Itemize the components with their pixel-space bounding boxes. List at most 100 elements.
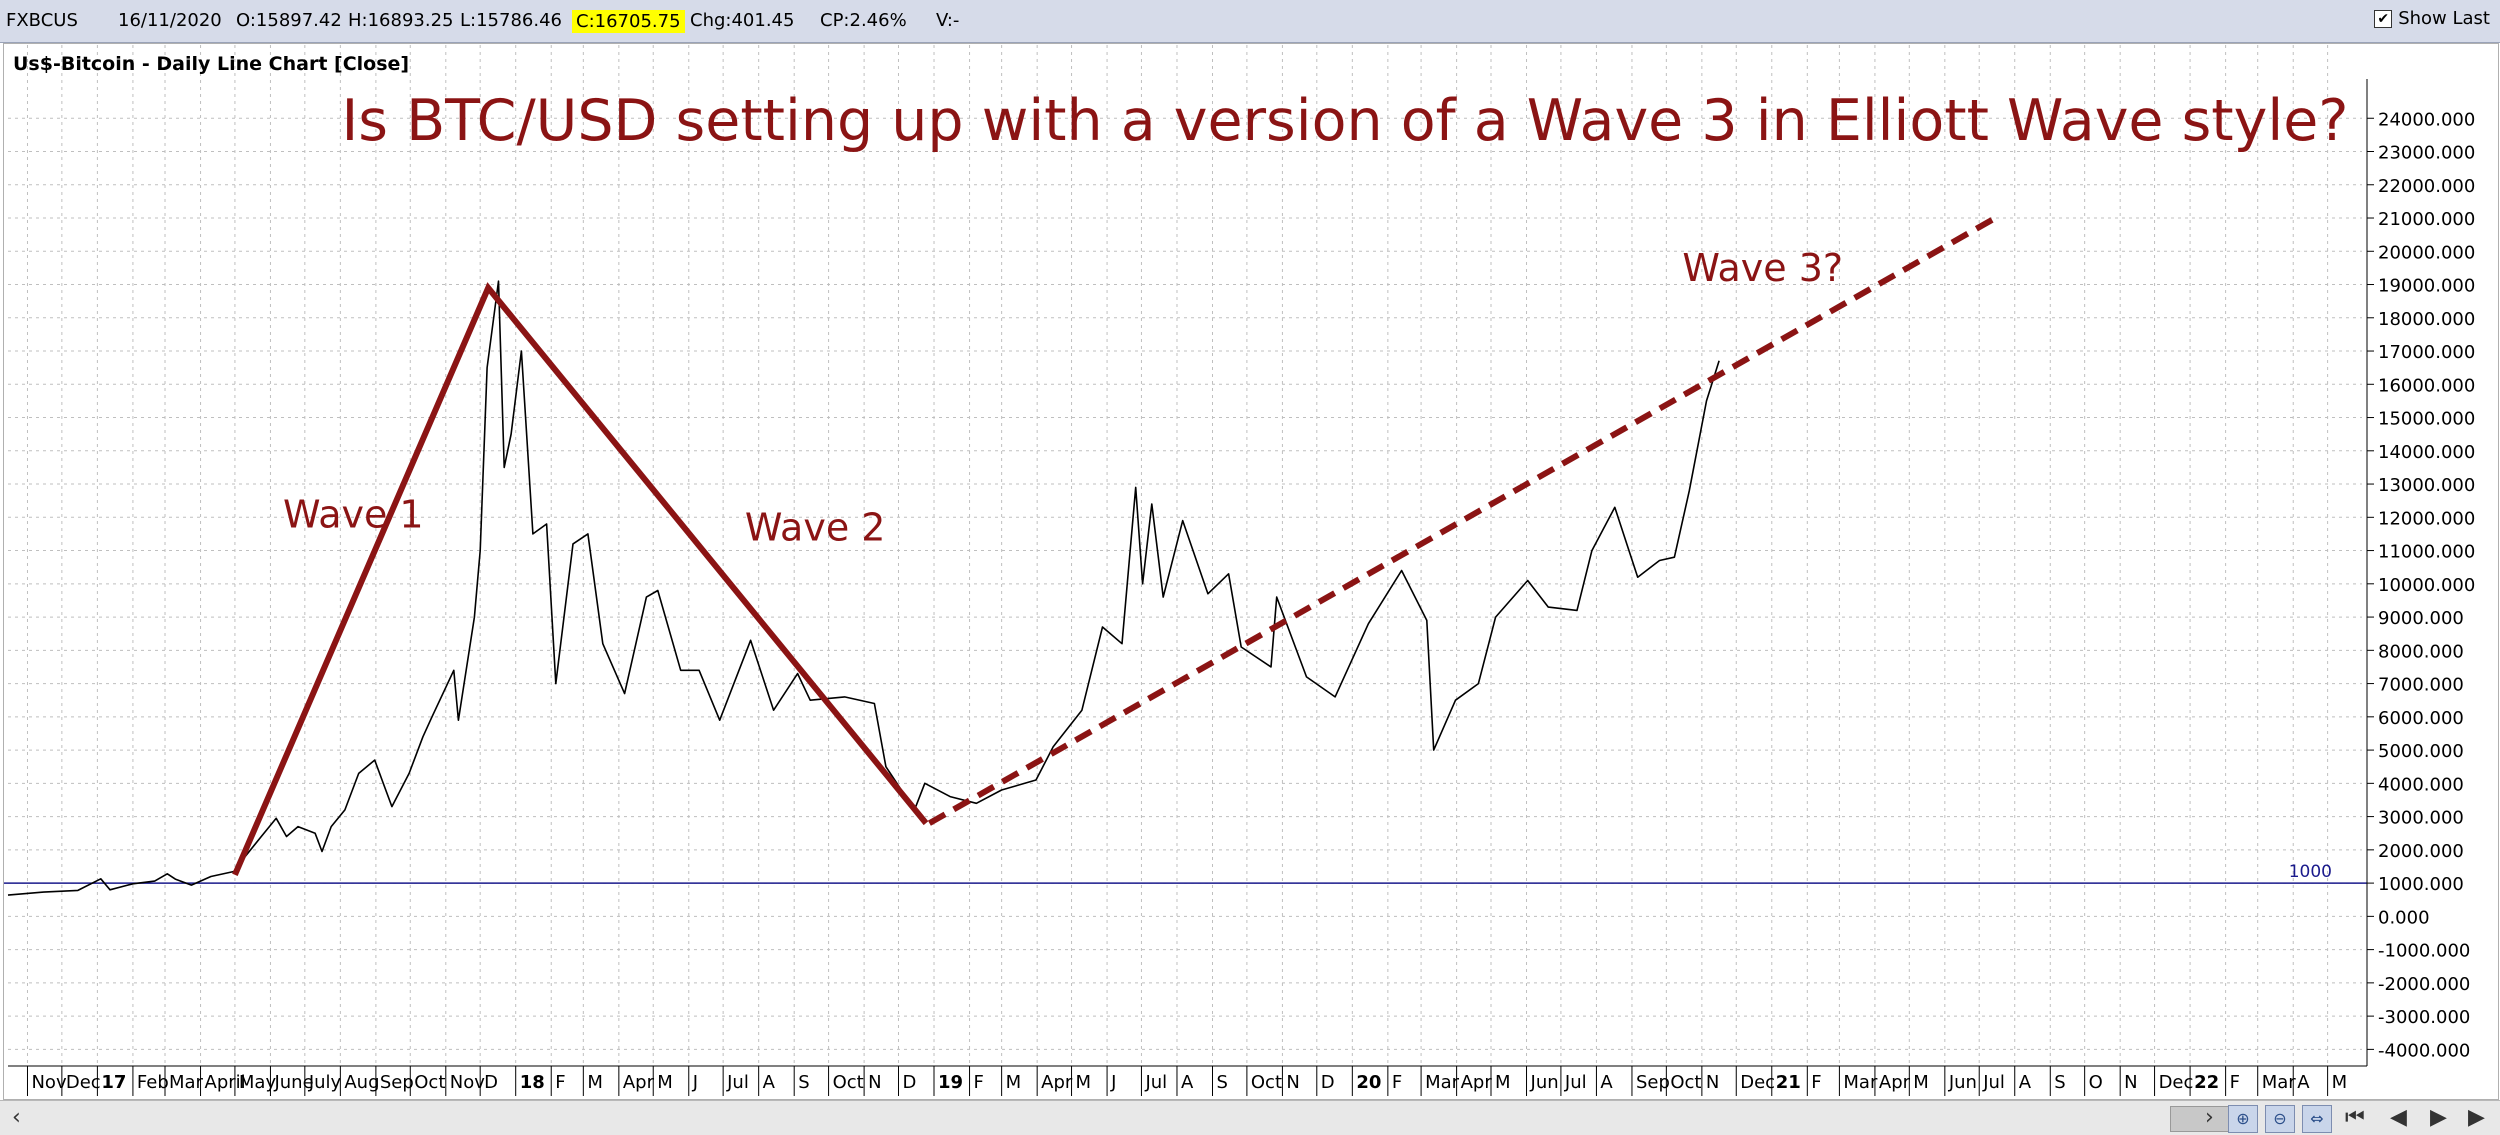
show-last-toggle[interactable]: ✔ Show Last	[2374, 8, 2490, 29]
y-tick-label: 10000.000	[2378, 575, 2475, 596]
x-tick-label: 20	[1356, 1072, 1381, 1093]
x-tick-label: Jun	[1530, 1072, 1559, 1093]
price-line	[7, 280, 1720, 896]
x-tick-label: F	[974, 1072, 984, 1093]
y-tick-label: 18000.000	[2378, 309, 2475, 330]
x-tick-label: F	[1392, 1072, 1402, 1093]
x-tick-label: D	[902, 1072, 916, 1093]
y-tick-label: 9000.000	[2378, 608, 2464, 629]
quote-close: C:16705.75	[572, 10, 685, 33]
x-tick-label: Dec	[2159, 1072, 2194, 1093]
x-tick-label: J	[1110, 1072, 1116, 1093]
symbol-label: FXBCUS	[6, 10, 78, 31]
chart-panel	[3, 43, 2499, 1100]
x-tick-label: Mar	[169, 1072, 204, 1093]
x-tick-label: A	[763, 1072, 776, 1093]
x-tick-label: M	[1006, 1072, 1022, 1093]
scroll-left-icon[interactable]: ‹	[12, 1105, 21, 1130]
y-tick-label: 4000.000	[2378, 774, 2464, 795]
x-tick-label: Nov	[450, 1072, 485, 1093]
quote-volume: V:-	[936, 10, 960, 31]
x-tick-label: S	[2054, 1072, 2065, 1093]
x-tick-label: O	[2089, 1072, 2103, 1093]
price-line-group	[7, 280, 1720, 896]
x-tick-label: Sep	[1636, 1072, 1670, 1093]
y-tick-label: 17000.000	[2378, 342, 2475, 363]
quote-change-pct: CP:2.46%	[820, 10, 907, 31]
x-tick-label: Dec	[1740, 1072, 1775, 1093]
y-tick-label: -4000.000	[2378, 1040, 2470, 1061]
y-tick-label: 24000.000	[2378, 109, 2475, 130]
x-tick-label: J	[692, 1072, 698, 1093]
x-tick-label: A	[1600, 1072, 1613, 1093]
zoom-out-icon[interactable]: ⊖	[2265, 1105, 2295, 1133]
x-tick-label: May	[239, 1072, 277, 1093]
x-tick-label: N	[1706, 1072, 1719, 1093]
y-tick-label: 22000.000	[2378, 176, 2475, 197]
x-tick-label: A	[2019, 1072, 2032, 1093]
horizontal-scrollbar[interactable]: ‹ › ⊕ ⊖ ⇔ ⏮ ◀ ▶ ▶	[0, 1100, 2500, 1135]
x-tick-label: Nov	[31, 1072, 66, 1093]
x-tick-label: Oct	[833, 1072, 864, 1093]
y-tick-label: 2000.000	[2378, 841, 2464, 862]
x-tick-label: Sep	[380, 1072, 414, 1093]
y-tick-label: 20000.000	[2378, 242, 2475, 263]
x-tick-label: 17	[101, 1072, 126, 1093]
scroll-right-icon[interactable]: ›	[2205, 1105, 2214, 1130]
y-tick-label: -1000.000	[2378, 941, 2470, 962]
x-tick-label: Apr	[1461, 1072, 1493, 1093]
x-tick-label: Oct	[1251, 1072, 1282, 1093]
x-tick-label: Aug	[344, 1072, 379, 1093]
reference-line-group: 1000	[4, 862, 2367, 884]
x-tick-label: M	[587, 1072, 603, 1093]
y-tick-label: 3000.000	[2378, 808, 2464, 829]
y-tick-label: 21000.000	[2378, 209, 2475, 230]
x-tick-label: Apr	[1879, 1072, 1911, 1093]
quote-low: L:15786.46	[460, 10, 562, 31]
x-tick-label: A	[1181, 1072, 1194, 1093]
wave-labels-group: Wave 1 Wave 2 Wave 3?	[283, 246, 1843, 549]
x-tick-label: D	[1321, 1072, 1335, 1093]
next-page-icon[interactable]: ▶	[2468, 1105, 2485, 1130]
y-tick-label: 7000.000	[2378, 675, 2464, 696]
quote-open: O:15897.42	[236, 10, 342, 31]
x-tick-label: 21	[1776, 1072, 1801, 1093]
wave-label-2: Wave 2	[745, 506, 886, 550]
y-tick-label: -3000.000	[2378, 1007, 2470, 1028]
x-tick-label: July	[308, 1072, 342, 1093]
y-tick-label: 16000.000	[2378, 375, 2475, 396]
play-icon[interactable]: ▶	[2430, 1105, 2447, 1130]
x-tick-label: S	[1217, 1072, 1228, 1093]
show-last-checkbox[interactable]: ✔	[2374, 9, 2393, 28]
x-tick-label: D	[484, 1072, 498, 1093]
x-tick-label: S	[798, 1072, 809, 1093]
x-tick-label: A	[2297, 1072, 2310, 1093]
quote-high: H:16893.25	[348, 10, 454, 31]
y-axis: 24000.000 23000.000 22000.000 21000.000 2000…	[2366, 79, 2475, 1066]
prev-page-icon[interactable]: ◀	[2390, 1105, 2407, 1130]
first-page-icon[interactable]: ⏮	[2345, 1105, 2365, 1130]
chart-title: Is BTC/USD setting up with a version of …	[341, 88, 2348, 154]
quote-change: Chg:401.45	[690, 10, 795, 31]
y-tick-label: -2000.000	[2378, 974, 2470, 995]
fit-icon[interactable]: ⇔	[2302, 1105, 2332, 1133]
y-tick-label: 14000.000	[2378, 442, 2475, 463]
wave-lines-group	[232, 215, 1997, 876]
x-tick-label: N	[2124, 1072, 2137, 1093]
y-tick-label: 13000.000	[2378, 475, 2475, 496]
reference-line-label: 1000	[2289, 862, 2332, 882]
x-tick-label: Feb	[137, 1072, 169, 1093]
wave-3-trendline	[927, 215, 1997, 826]
y-tick-label: 23000.000	[2378, 143, 2475, 164]
y-tick-label: 19000.000	[2378, 276, 2475, 297]
chart-subtitle: Us$-Bitcoin - Daily Line Chart [Close]	[13, 53, 410, 75]
x-tick-label: Mar	[1425, 1072, 1460, 1093]
wave-label-1: Wave 1	[283, 492, 424, 536]
y-tick-label: 0.000	[2378, 907, 2430, 928]
x-tick-label: N	[868, 1072, 881, 1093]
zoom-in-icon[interactable]: ⊕	[2228, 1105, 2258, 1133]
x-tick-label: M	[1076, 1072, 1092, 1093]
x-tick-label: 22	[2194, 1072, 2219, 1093]
x-tick-label: M	[1913, 1072, 1929, 1093]
